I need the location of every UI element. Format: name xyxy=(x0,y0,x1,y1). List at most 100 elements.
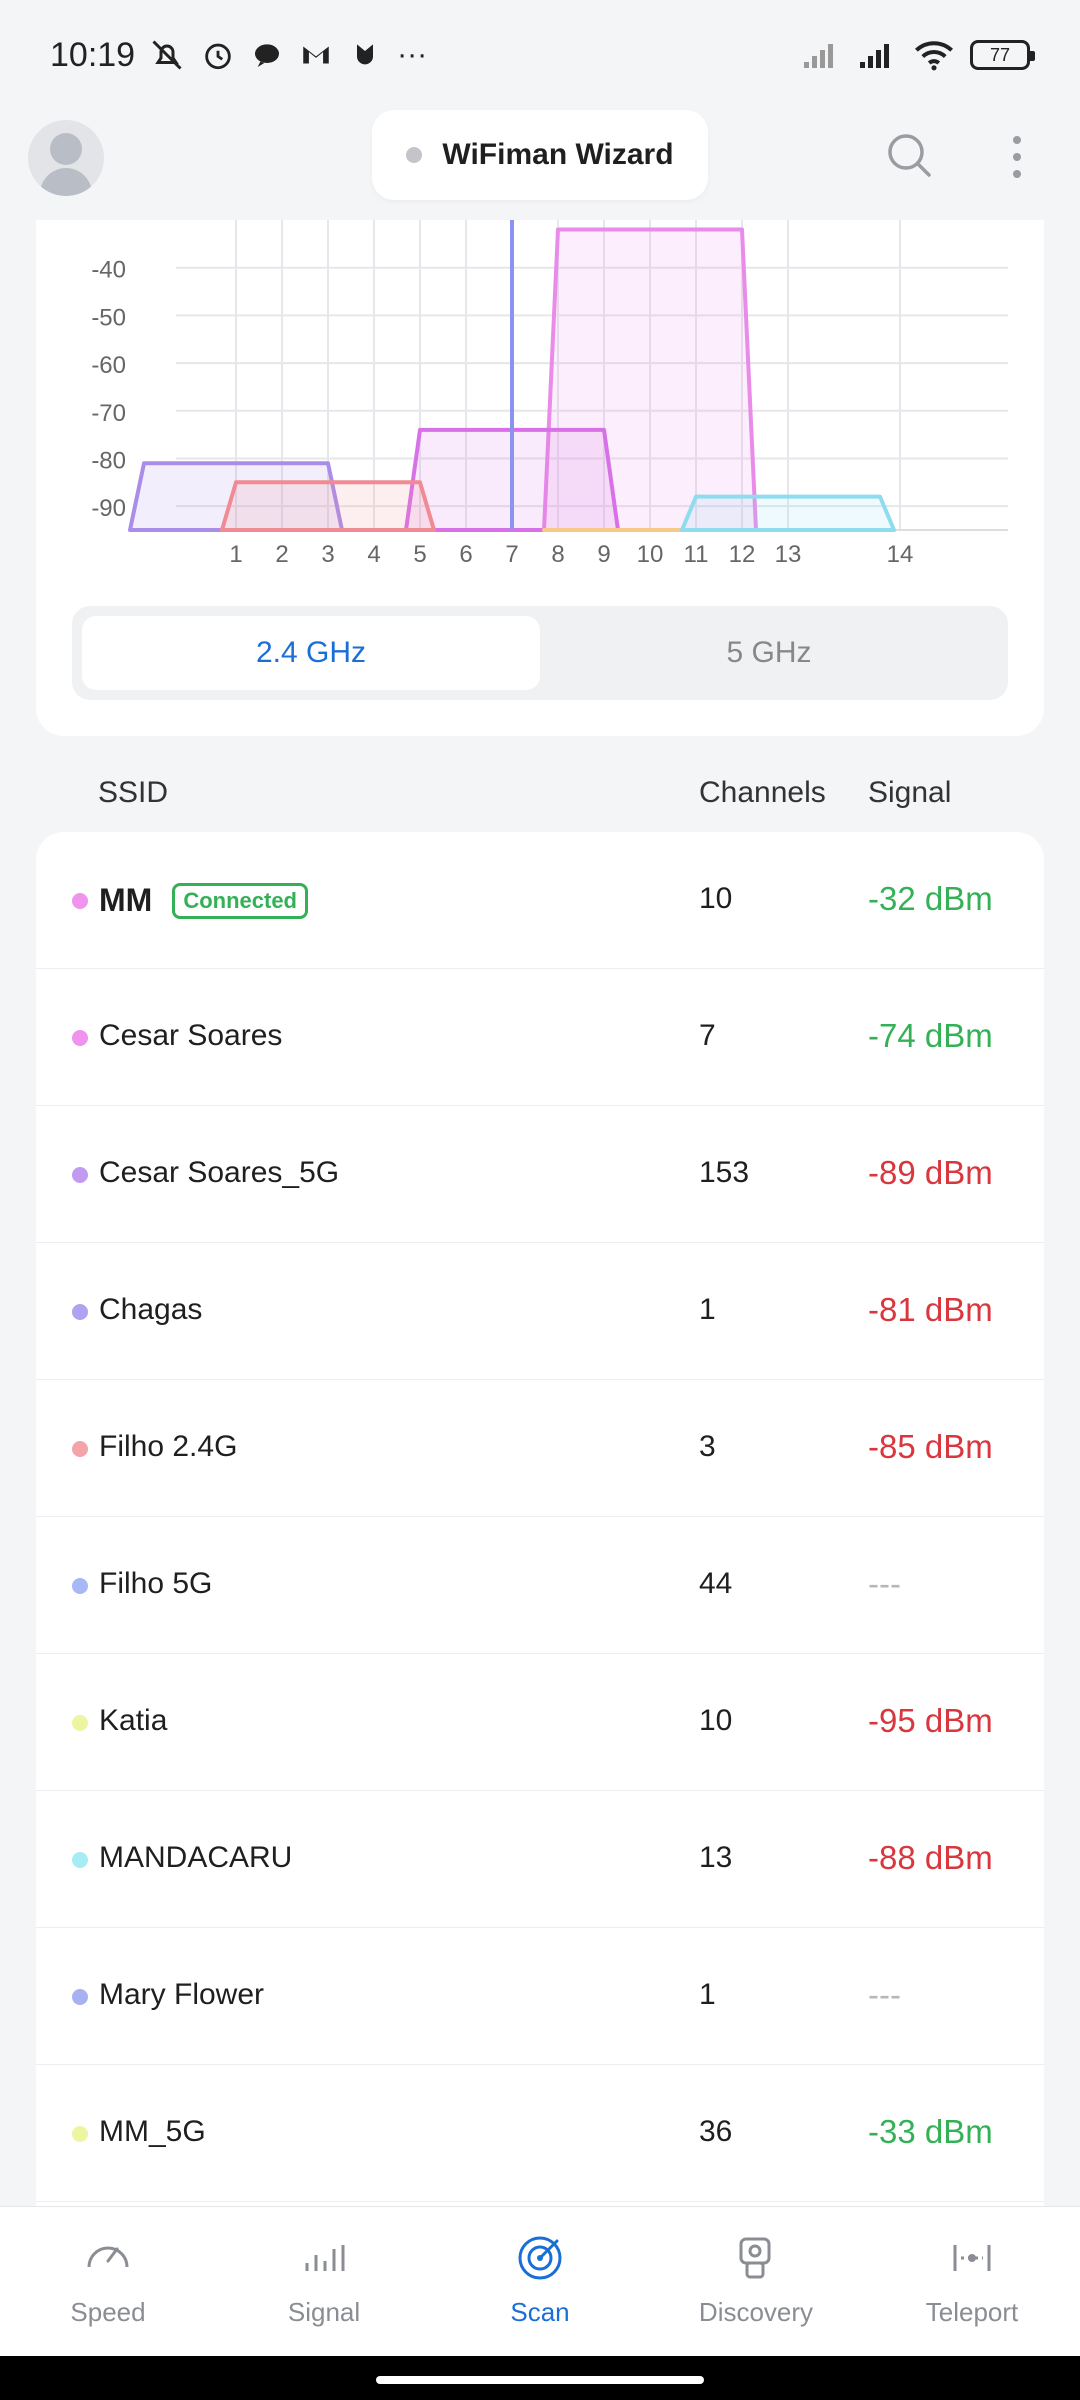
teleport-icon xyxy=(953,2245,991,2271)
nav-speed[interactable]: Speed xyxy=(0,2207,216,2356)
network-color-dot xyxy=(72,893,88,909)
channel-value: 10 xyxy=(699,1704,733,1737)
signal-header[interactable]: Signal xyxy=(868,776,952,809)
y-tick-label: -60 xyxy=(91,352,126,379)
x-tick-label: 12 xyxy=(729,541,756,568)
ssid-label: Filho 5G xyxy=(99,1567,213,1600)
top-bar: WiFiman Wizard xyxy=(0,110,1080,220)
nav-scan[interactable]: Scan xyxy=(432,2207,648,2356)
more-vert-icon[interactable] xyxy=(1000,132,1034,182)
network-row-filho-5g[interactable]: Filho 5G 44 --- xyxy=(36,1517,1044,1654)
band-2-4ghz-button[interactable]: 2.4 GHz xyxy=(82,616,540,690)
series-shape xyxy=(220,480,436,532)
nav-label: Speed xyxy=(70,2297,146,2327)
ssid-label: MANDACARU xyxy=(99,1841,293,1874)
band-5ghz-button[interactable]: 5 GHz xyxy=(726,636,812,669)
bottom-nav: Speed Signal Scan Discovery Teleport xyxy=(0,2206,1080,2356)
channel-value: 3 xyxy=(699,1430,716,1463)
channel-value: 10 xyxy=(699,882,733,915)
battery-level: 77 xyxy=(989,44,1011,65)
nav-discovery[interactable]: Discovery xyxy=(648,2207,864,2356)
ssid-header[interactable]: SSID xyxy=(98,776,169,809)
network-row-cesar-soares-5g[interactable]: Cesar Soares_5G 153 -89 dBm xyxy=(36,1106,1044,1243)
signal-value: -89 dBm xyxy=(868,1154,993,1191)
ssid-label: MM xyxy=(99,882,153,918)
y-tick-label: -70 xyxy=(91,400,126,427)
network-color-dot xyxy=(72,1715,88,1731)
network-row-mandacaru[interactable]: MANDACARU 13 -88 dBm xyxy=(36,1791,1044,1928)
network-color-dot xyxy=(72,1578,88,1594)
y-tick-label: -50 xyxy=(91,304,126,331)
network-row-chagas[interactable]: Chagas 1 -81 dBm xyxy=(36,1243,1044,1380)
connected-badge: Connected xyxy=(172,882,308,919)
network-list-header: SSID Channels Signal xyxy=(0,760,1080,832)
network-row-filho-2-4g[interactable]: Filho 2.4G 3 -85 dBm xyxy=(36,1380,1044,1517)
gmail-icon xyxy=(303,46,329,64)
x-tick-label: 9 xyxy=(597,541,610,568)
app-icon xyxy=(357,44,374,65)
battery-icon: 77 xyxy=(970,40,1035,70)
channel-value: 13 xyxy=(699,1841,733,1874)
network-row-katia[interactable]: Katia 10 -95 dBm xyxy=(36,1654,1044,1791)
ssid-label: Cesar Soares xyxy=(99,1019,283,1052)
nav-label: Discovery xyxy=(698,2297,814,2327)
ssid-label: MM_5G xyxy=(99,2115,206,2148)
channel-value: 1 xyxy=(699,1293,716,1326)
chat-icon xyxy=(255,44,280,67)
network-color-dot xyxy=(72,1441,88,1457)
x-tick-label: 6 xyxy=(459,541,472,568)
alarm-icon xyxy=(205,43,231,70)
nav-teleport[interactable]: Teleport xyxy=(864,2207,1080,2356)
ssid-label: Chagas xyxy=(99,1293,203,1326)
more-notifications-icon: ··· xyxy=(397,38,428,71)
x-tick-label: 3 xyxy=(321,541,334,568)
channel-chart: -40-50-60-70-80-901 2 3 4 5 6 7 8 9 10 11 12 13 14 xyxy=(91,220,1008,568)
series-shape xyxy=(680,494,896,532)
network-color-dot xyxy=(72,1030,88,1046)
signal-icon-1 xyxy=(804,44,833,68)
network-color-dot xyxy=(72,1304,88,1320)
network-color-dot xyxy=(72,1852,88,1868)
signal-value: -95 dBm xyxy=(868,1702,993,1739)
signal-value: -32 dBm xyxy=(868,880,993,917)
search-icon[interactable] xyxy=(886,132,932,178)
nav-signal[interactable]: Signal xyxy=(216,2207,432,2356)
channel-chart-card: -40 -50 -60 -70 -80 -90 1 2 3 4 5 6 7 8 9 10 11 12 13 14 2.… xyxy=(36,220,1044,736)
x-tick-label: 1 xyxy=(229,541,242,568)
network-row-mm[interactable]: MM Connected 10 -32 dBm xyxy=(36,832,1044,969)
signal-bars-icon xyxy=(305,2245,345,2271)
nav-label: Teleport xyxy=(925,2297,1019,2327)
network-row-mary-flower[interactable]: Mary Flower 1 --- xyxy=(36,1928,1044,2065)
x-tick-label: 11 xyxy=(684,541,709,568)
x-tick-label: 5 xyxy=(413,541,426,568)
network-color-dot xyxy=(72,1167,88,1183)
wizard-label: WiFiman Wizard xyxy=(442,138,674,171)
network-row-mm-5g[interactable]: MM_5G 36 -33 dBm xyxy=(36,2065,1044,2202)
home-indicator[interactable] xyxy=(376,2376,704,2384)
x-tick-label: 10 xyxy=(637,541,664,568)
y-tick-label: -80 xyxy=(91,447,126,474)
network-color-dot xyxy=(72,1989,88,2005)
channels-header[interactable]: Channels xyxy=(699,776,826,809)
channel-value: 153 xyxy=(699,1156,750,1189)
signal-value: --- xyxy=(868,1976,901,2013)
wizard-button[interactable]: WiFiman Wizard xyxy=(372,110,708,200)
status-bar: 10:19 ··· 77 xyxy=(0,0,1080,110)
speedometer-icon xyxy=(87,2246,129,2268)
avatar[interactable] xyxy=(28,120,104,196)
ssid-cell: MM Connected xyxy=(99,882,308,919)
x-tick-label: 7 xyxy=(505,541,518,568)
status-time: 10:19 xyxy=(50,35,136,74)
ssid-label: Katia xyxy=(99,1704,168,1737)
channel-value: 44 xyxy=(699,1567,733,1600)
mute-icon xyxy=(152,40,182,70)
nav-label: Scan xyxy=(510,2297,570,2327)
signal-value: -88 dBm xyxy=(868,1839,993,1876)
x-tick-label: 2 xyxy=(275,541,288,568)
status-dot xyxy=(406,147,423,163)
band-toggle: 2.4 GHz 5 GHz xyxy=(72,606,1008,700)
nav-label: Signal xyxy=(287,2297,361,2327)
network-row-cesar-soares[interactable]: Cesar Soares 7 -74 dBm xyxy=(36,969,1044,1106)
radar-icon xyxy=(518,2236,562,2280)
signal-value: --- xyxy=(868,1565,901,1602)
